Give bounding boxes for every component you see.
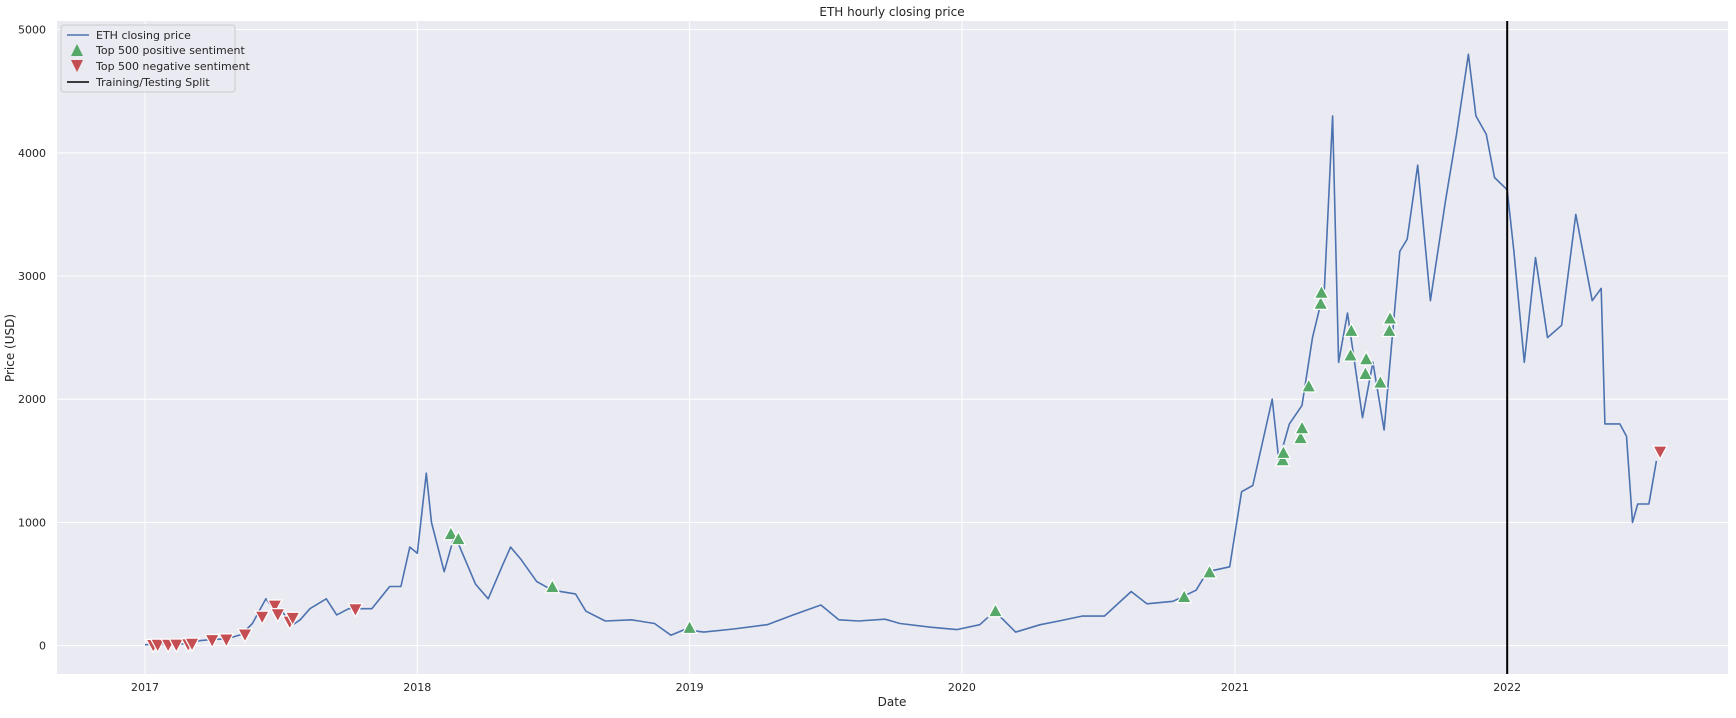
negative-sentiment-marker	[204, 633, 221, 649]
negative-sentiment-marker	[347, 603, 364, 618]
x-tick-label: 2018	[403, 681, 431, 694]
y-tick-label: 5000	[18, 24, 46, 37]
x-tick-label: 2022	[1493, 681, 1521, 694]
negative-sentiment-marker	[266, 599, 283, 615]
negative-sentiment-marker	[284, 611, 301, 627]
negative-sentiment-marker	[218, 633, 235, 649]
marker-layer	[145, 284, 1669, 654]
negative-sentiment-marker	[269, 608, 286, 623]
positive-sentiment-marker	[1372, 373, 1389, 389]
y-tick-label: 2000	[18, 393, 46, 406]
legend: ETH closing price Top 500 positive senti…	[60, 24, 250, 93]
positive-sentiment-marker	[1275, 444, 1292, 460]
positive-sentiment-marker	[681, 619, 698, 635]
x-tick-label: 2019	[676, 681, 704, 694]
y-tick-label: 3000	[18, 270, 46, 283]
x-axis-label: Date	[878, 695, 907, 709]
positive-sentiment-marker	[1176, 588, 1193, 604]
positive-sentiment-marker	[1357, 365, 1374, 381]
series-layer	[144, 53, 1658, 646]
positive-sentiment-marker	[1381, 322, 1398, 338]
tick-labels: 2017 2018 2019 2020 2021 2022 0 1000 2000 3000 400…	[18, 24, 1521, 694]
y-axis-label: Price (USD)	[3, 314, 17, 382]
chart-title: ETH hourly closing price	[819, 5, 964, 19]
x-tick-label: 2017	[131, 681, 159, 694]
positive-sentiment-marker	[1201, 563, 1218, 579]
positive-sentiment-marker	[450, 530, 467, 546]
y-tick-label: 4000	[18, 147, 46, 160]
positive-sentiment-marker	[1300, 377, 1317, 393]
legend-label-negative: Top 500 negative sentiment	[95, 60, 250, 73]
legend-label-price: ETH closing price	[96, 29, 191, 42]
positive-sentiment-marker	[442, 525, 459, 541]
legend-label-positive: Top 500 positive sentiment	[95, 44, 245, 57]
x-tick-label: 2021	[1221, 681, 1249, 694]
positive-sentiment-marker	[1313, 284, 1330, 299]
negative-sentiment-marker	[236, 628, 253, 644]
y-tick-label: 1000	[18, 516, 46, 529]
eth-price-line	[144, 53, 1658, 646]
negative-sentiment-marker	[168, 638, 185, 654]
positive-sentiment-marker	[1312, 295, 1329, 310]
negative-sentiment-marker	[149, 638, 166, 654]
legend-triangle-down-icon	[71, 60, 83, 72]
positive-sentiment-marker	[1343, 322, 1360, 338]
x-tick-label: 2020	[948, 681, 976, 694]
positive-sentiment-marker	[1342, 346, 1359, 362]
plot-area	[57, 21, 1728, 674]
legend-triangle-up-icon	[71, 44, 83, 56]
positive-sentiment-marker	[1382, 309, 1399, 325]
legend-label-split: Training/Testing Split	[95, 76, 210, 89]
negative-sentiment-marker	[254, 610, 271, 626]
legend-box	[60, 24, 236, 93]
positive-sentiment-marker	[544, 578, 561, 594]
positive-sentiment-marker	[1274, 451, 1291, 467]
positive-sentiment-marker	[987, 602, 1004, 618]
positive-sentiment-marker	[1358, 350, 1375, 366]
negative-sentiment-marker	[1652, 445, 1669, 461]
positive-sentiment-marker	[1294, 419, 1311, 435]
y-tick-label: 0	[39, 640, 46, 653]
negative-sentiment-marker	[184, 637, 201, 653]
positive-sentiment-marker	[1292, 429, 1309, 445]
